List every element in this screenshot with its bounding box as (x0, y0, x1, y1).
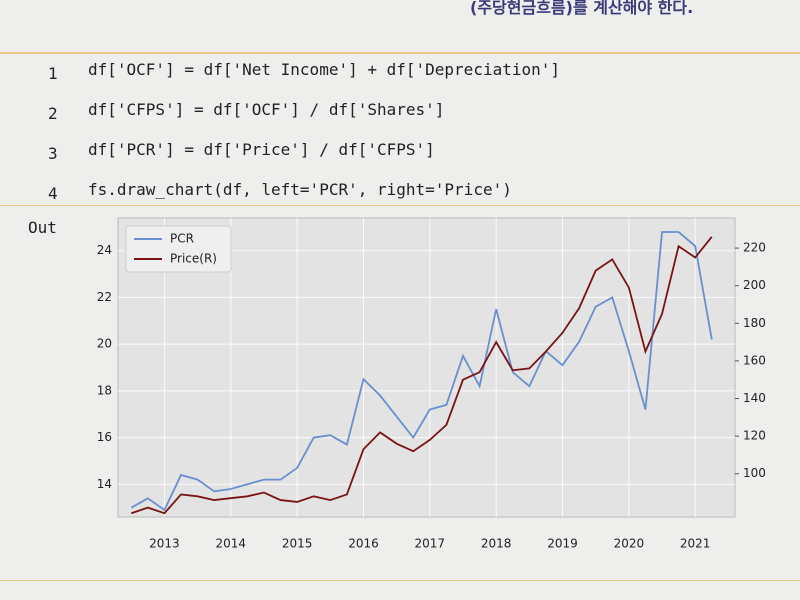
y2-tick-label: 120 (743, 429, 766, 443)
separator (0, 205, 800, 206)
code-line: 3 df['PCR'] = df['Price'] / df['CFPS'] (0, 138, 800, 178)
legend-label: PCR (170, 232, 194, 246)
y2-tick-label: 180 (743, 316, 766, 330)
y-tick-label: 20 (97, 337, 112, 351)
x-tick-label: 2021 (680, 537, 711, 551)
separator (0, 580, 800, 581)
x-tick-label: 2017 (415, 537, 446, 551)
y2-tick-label: 220 (743, 241, 766, 255)
legend-box (125, 225, 232, 273)
y-tick-label: 14 (97, 477, 112, 491)
code-text: df['OCF'] = df['Net Income'] + df['Depre… (88, 60, 561, 79)
code-block: 1 df['OCF'] = df['Net Income'] + df['Depr… (0, 58, 800, 218)
x-tick-label: 2020 (614, 537, 645, 551)
x-tick-label: 2016 (348, 537, 379, 551)
y2-tick-label: 100 (743, 466, 766, 480)
data-line (130, 231, 713, 512)
x-tick-label: 2013 (149, 537, 180, 551)
legend-label: Price(R) (170, 252, 217, 266)
x-tick-label: 2015 (282, 537, 313, 551)
y2-tick-label: 200 (743, 278, 766, 292)
x-tick-label: 2014 (216, 537, 247, 551)
y-tick-label: 24 (97, 243, 112, 257)
code-line: 1 df['OCF'] = df['Net Income'] + df['Depr… (0, 58, 800, 98)
code-line: 4 fs.draw_chart(df, left='PCR', right='Pr… (0, 178, 800, 218)
line-number: 3 (48, 144, 58, 163)
data-line (130, 236, 713, 515)
code-text: df['PCR'] = df['Price'] / df['CFPS'] (88, 140, 435, 159)
y-tick-label: 22 (97, 290, 112, 304)
separator (0, 52, 800, 54)
x-tick-label: 2019 (547, 537, 578, 551)
y-tick-label: 18 (97, 383, 112, 397)
header-text: (주당현금흐름)를 계산해야 한다. (470, 0, 694, 17)
y2-tick-label: 160 (743, 353, 766, 367)
x-tick-label: 2018 (481, 537, 512, 551)
line-number: 1 (48, 64, 58, 83)
code-text: df['CFPS'] = df['OCF'] / df['Shares'] (88, 100, 445, 119)
y-tick-label: 16 (97, 430, 112, 444)
code-line: 2 df['CFPS'] = df['OCF'] / df['Shares'] (0, 98, 800, 138)
out-label: Out (28, 218, 57, 237)
line-number: 4 (48, 184, 58, 203)
code-text: fs.draw_chart(df, left='PCR', right='Pri… (88, 180, 512, 199)
line-number: 2 (48, 104, 58, 123)
y2-tick-label: 140 (743, 391, 766, 405)
